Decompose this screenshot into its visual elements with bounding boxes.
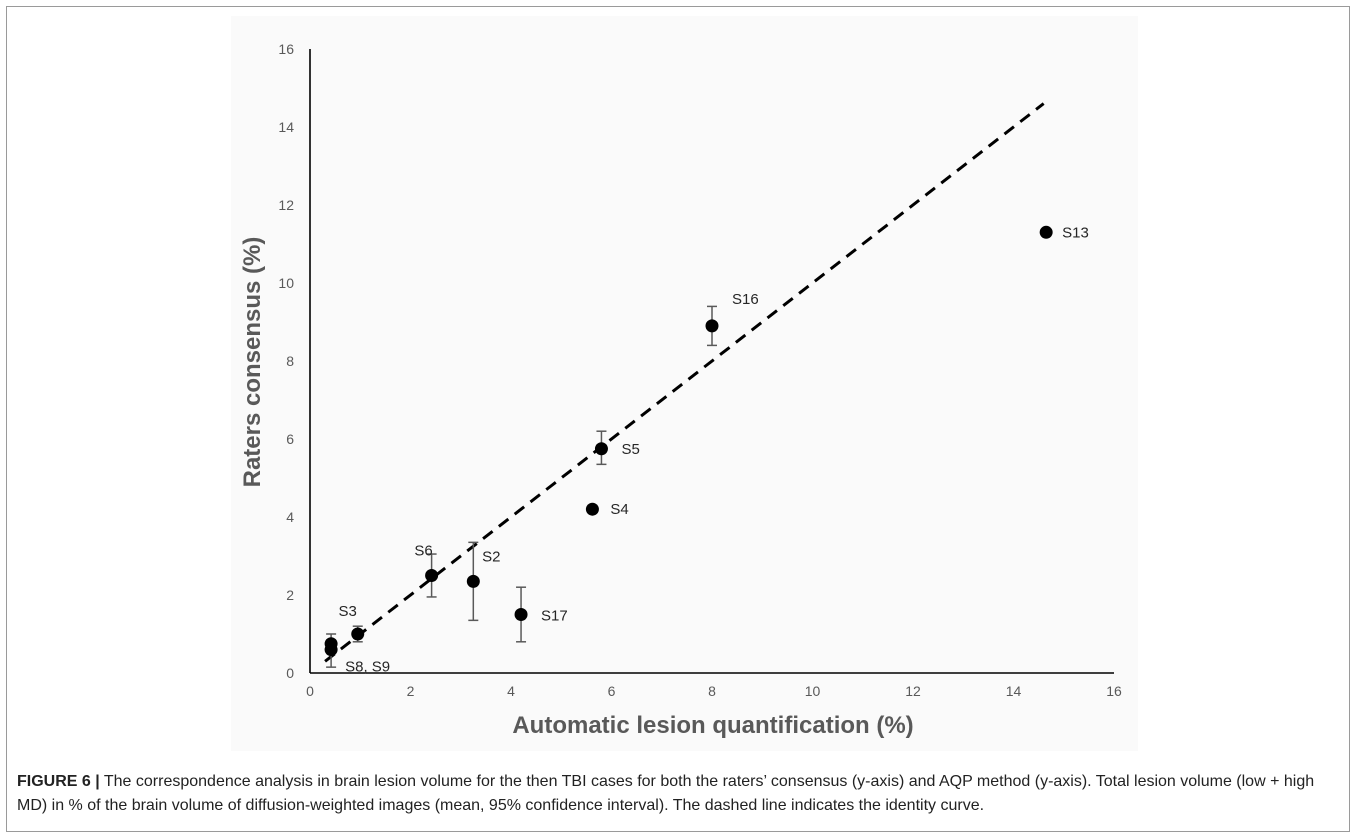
y-ticks: 0 2 4 6 8 10 12 14 16 bbox=[278, 41, 294, 681]
x-tick-label: 0 bbox=[306, 683, 314, 699]
point-label: S13 bbox=[1062, 224, 1089, 241]
x-tick-label: 10 bbox=[805, 683, 821, 699]
point-label: S2 bbox=[482, 548, 500, 565]
y-tick-label: 6 bbox=[286, 431, 294, 447]
data-point bbox=[466, 574, 480, 588]
y-tick-label: 16 bbox=[278, 41, 294, 57]
identity-line bbox=[324, 102, 1045, 663]
point-label: S16 bbox=[732, 291, 759, 308]
data-point bbox=[1039, 225, 1053, 239]
y-tick-label: 4 bbox=[286, 509, 294, 525]
data-points bbox=[324, 225, 1053, 657]
y-tick-label: 8 bbox=[286, 353, 294, 369]
y-axis-title: Raters consensus (%) bbox=[239, 237, 266, 488]
y-tick-label: 0 bbox=[286, 665, 294, 681]
axes bbox=[309, 49, 1114, 674]
y-tick-label: 2 bbox=[286, 587, 294, 603]
data-point bbox=[585, 502, 599, 516]
data-point bbox=[594, 442, 608, 456]
figure-label: FIGURE 6 | bbox=[17, 773, 100, 790]
plot-background bbox=[231, 16, 1138, 751]
point-label: S5 bbox=[621, 441, 639, 458]
point-labels: S8, S9 S3 S6 S2 S17 S4 S5 S16 S13 bbox=[339, 224, 1089, 675]
caption-text: The correspondence analysis in brain les… bbox=[17, 773, 1315, 814]
x-axis-title: Automatic lesion quantification (%) bbox=[512, 712, 913, 739]
x-tick-label: 8 bbox=[708, 683, 716, 699]
x-ticks: 0 2 4 6 8 10 12 14 16 bbox=[306, 683, 1122, 699]
point-label: S17 bbox=[541, 608, 568, 625]
data-point bbox=[705, 319, 719, 333]
data-point bbox=[324, 637, 338, 651]
point-label: S6 bbox=[414, 543, 432, 560]
identity-line-group bbox=[324, 102, 1045, 663]
figure-caption: FIGURE 6 | The correspondence analysis i… bbox=[17, 770, 1337, 818]
data-point bbox=[351, 627, 365, 641]
x-tick-label: 14 bbox=[1006, 683, 1022, 699]
point-label: S8, S9 bbox=[345, 659, 390, 676]
point-label: S3 bbox=[339, 603, 357, 620]
x-tick-label: 2 bbox=[407, 683, 415, 699]
y-tick-label: 12 bbox=[278, 197, 294, 213]
point-label: S4 bbox=[610, 501, 628, 518]
y-tick-label: 10 bbox=[278, 275, 294, 291]
x-tick-label: 16 bbox=[1106, 683, 1122, 699]
data-point bbox=[514, 608, 528, 621]
x-tick-label: 4 bbox=[507, 683, 515, 699]
data-point bbox=[425, 569, 439, 582]
x-tick-label: 6 bbox=[608, 683, 616, 699]
y-tick-label: 14 bbox=[278, 119, 294, 135]
x-tick-label: 12 bbox=[905, 683, 921, 699]
